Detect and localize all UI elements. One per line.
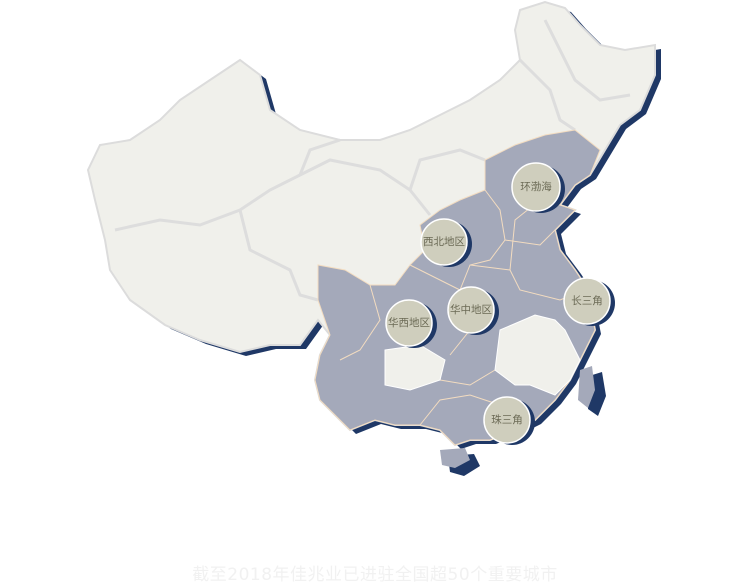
uncovered-southeast	[494, 314, 581, 396]
province-lines	[339, 189, 586, 426]
region-bubble[interactable]: 长三角	[563, 277, 615, 326]
bubble-circle	[447, 286, 495, 334]
caption: 截至2018年佳兆业已进驻全国超50个重要城市	[192, 565, 558, 585]
internal-borders	[114, 19, 631, 302]
bubble-circle	[385, 299, 433, 347]
region-bubble[interactable]: 珠三角	[483, 396, 535, 445]
region-bubble[interactable]: 环渤海	[511, 162, 565, 213]
bubble-circle	[563, 277, 611, 325]
bubble-label: 环渤海	[520, 180, 552, 193]
region-bubble[interactable]: 西北地区	[420, 218, 472, 267]
taiwan	[578, 366, 595, 408]
bubble-label: 长三角	[571, 295, 603, 307]
bubble-label: 西北地区	[423, 235, 465, 248]
region-bubble[interactable]: 华中地区	[447, 286, 499, 335]
region-bubble[interactable]: 华西地区	[385, 299, 437, 348]
bubble-circle	[420, 218, 468, 266]
bubble-circle	[483, 396, 531, 444]
bubble-label: 珠三角	[491, 413, 523, 426]
bubble-circle	[511, 162, 561, 212]
hainan	[440, 448, 470, 468]
bubble-label: 华西地区	[388, 316, 430, 329]
bubble-label: 华中地区	[450, 303, 492, 316]
